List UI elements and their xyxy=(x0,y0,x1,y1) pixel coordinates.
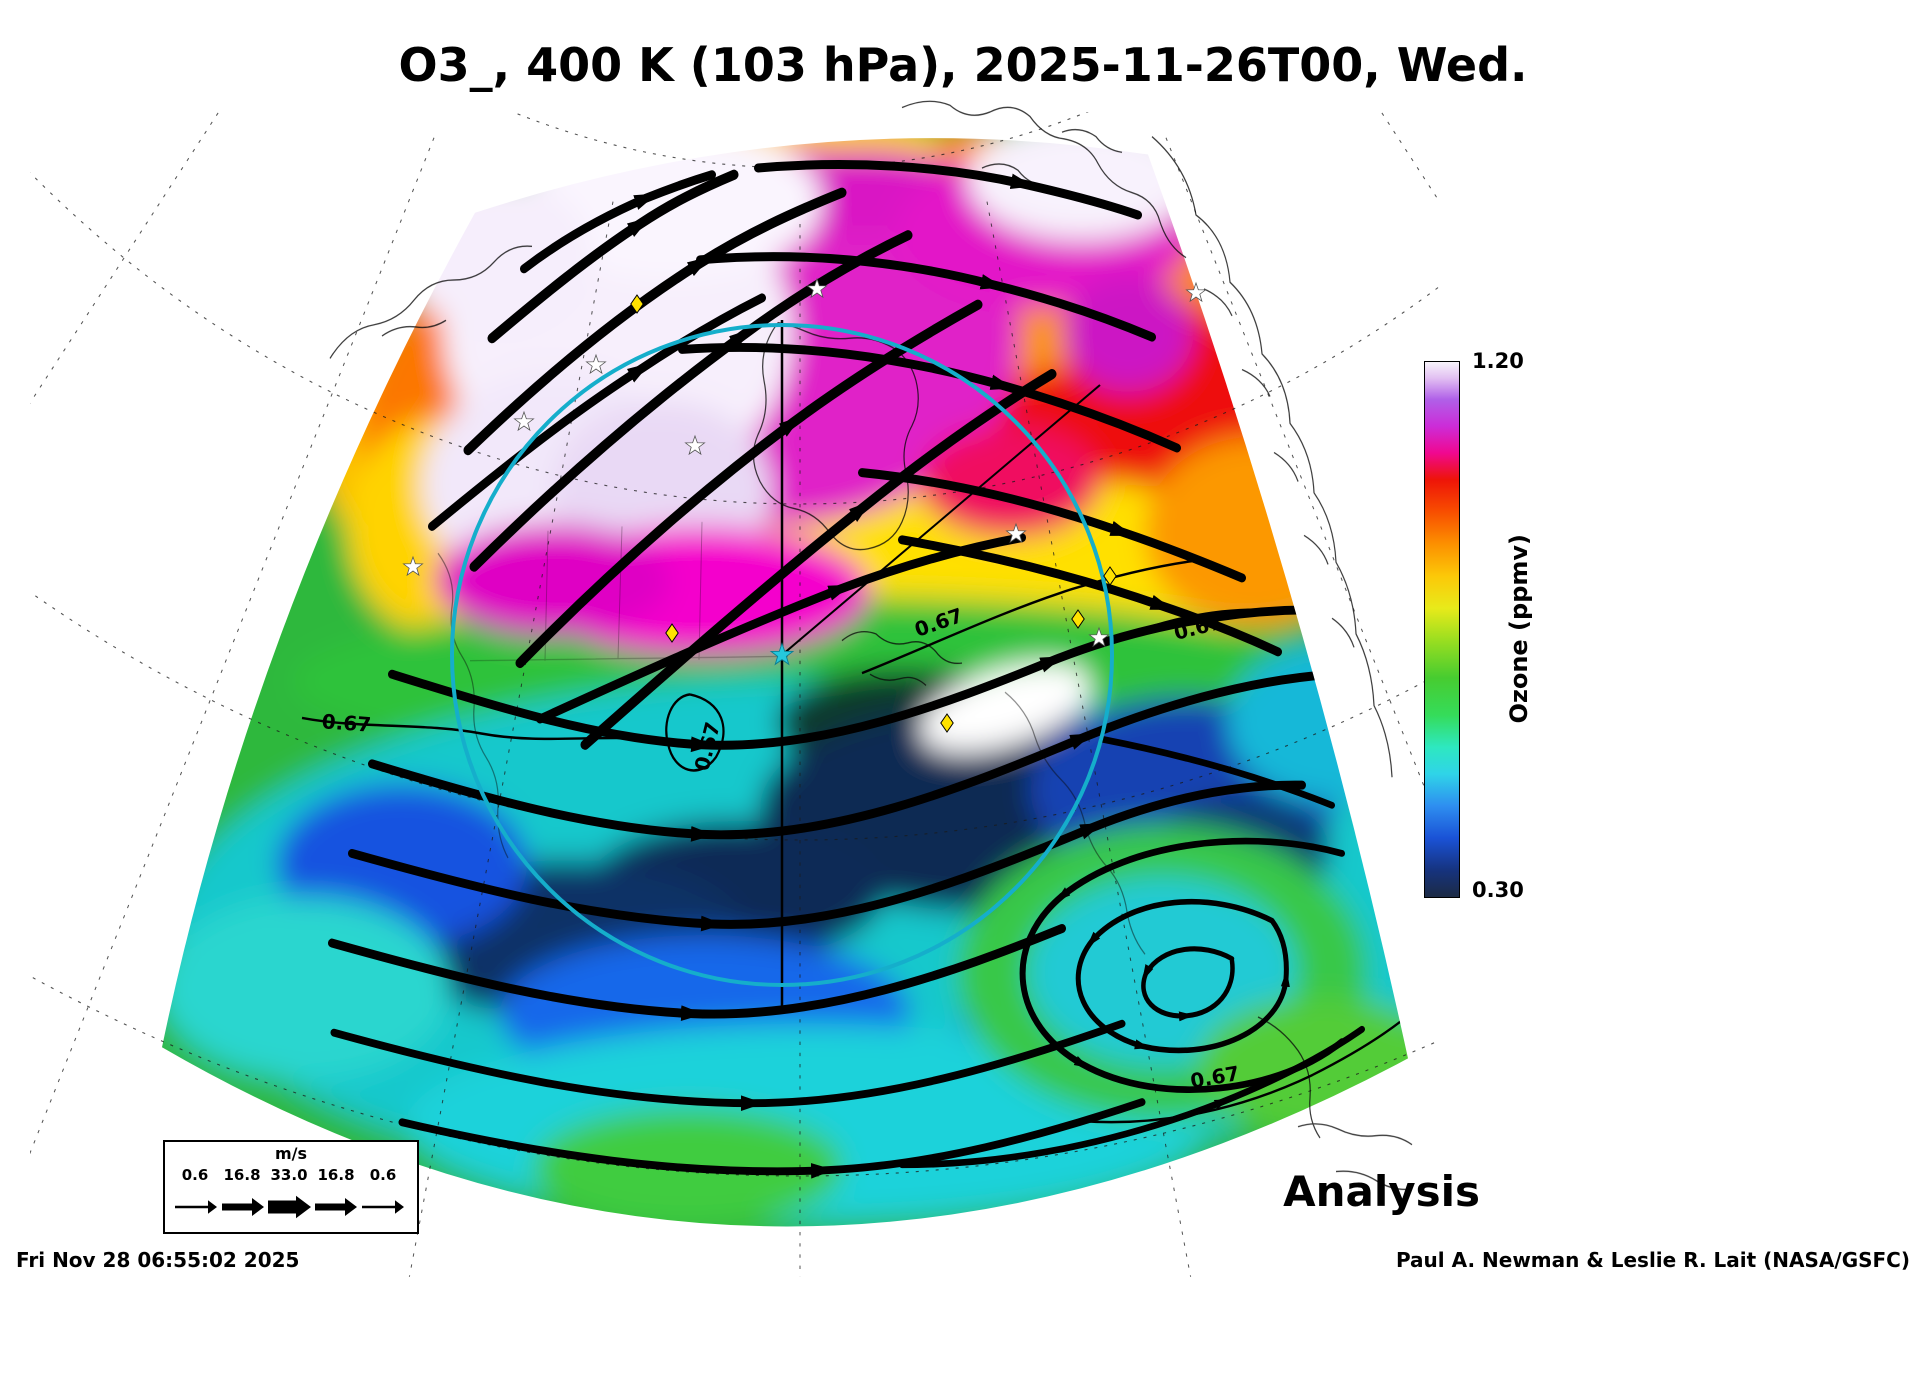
contour-lines xyxy=(301,559,1408,1124)
wind-speed-legend: m/s 0.6 16.8 33.0 16.8 0.6 xyxy=(163,1140,419,1234)
colorbar-max-label: 1.20 xyxy=(1472,349,1524,373)
diagonal-reference-line xyxy=(781,384,1101,656)
wind-arrow-scale xyxy=(175,1195,404,1219)
colorbar-axis-title: Ozone (ppmv) xyxy=(1502,361,1536,896)
wind-arrow-thin-icon xyxy=(175,1200,217,1214)
wind-legend-value: 16.8 xyxy=(223,1166,261,1184)
contour-label: 0.67 xyxy=(321,709,372,736)
wind-legend-value: 0.6 xyxy=(369,1166,397,1184)
colorbar-axis-label-text: Ozone (ppmv) xyxy=(1505,533,1533,724)
wind-legend-unit: m/s xyxy=(274,1144,308,1163)
colorbar-min-label: 0.30 xyxy=(1472,878,1524,902)
footer-timestamp: Fri Nov 28 06:55:02 2025 xyxy=(16,1248,300,1272)
wind-legend-value: 0.6 xyxy=(181,1166,209,1184)
wind-legend-value: 33.0 xyxy=(270,1166,308,1184)
wind-arrow-medium-icon xyxy=(222,1198,264,1216)
trajectory-overlay xyxy=(450,320,1114,1010)
colorbar xyxy=(1424,361,1460,898)
streamlines xyxy=(328,160,1386,1179)
analysis-label: Analysis xyxy=(1283,1167,1480,1216)
footer-credit: Paul A. Newman & Leslie R. Lait (NASA/GS… xyxy=(1395,1248,1910,1272)
wind-arrow-thin-icon xyxy=(362,1200,404,1214)
page-title: O3_, 400 K (103 hPa), 2025-11-26T00, Wed… xyxy=(398,38,1528,92)
wind-legend-value: 16.8 xyxy=(317,1166,355,1184)
wind-arrow-medium-icon xyxy=(315,1198,357,1216)
range-circle xyxy=(450,323,1114,987)
wind-arrow-thick-icon xyxy=(268,1195,311,1219)
